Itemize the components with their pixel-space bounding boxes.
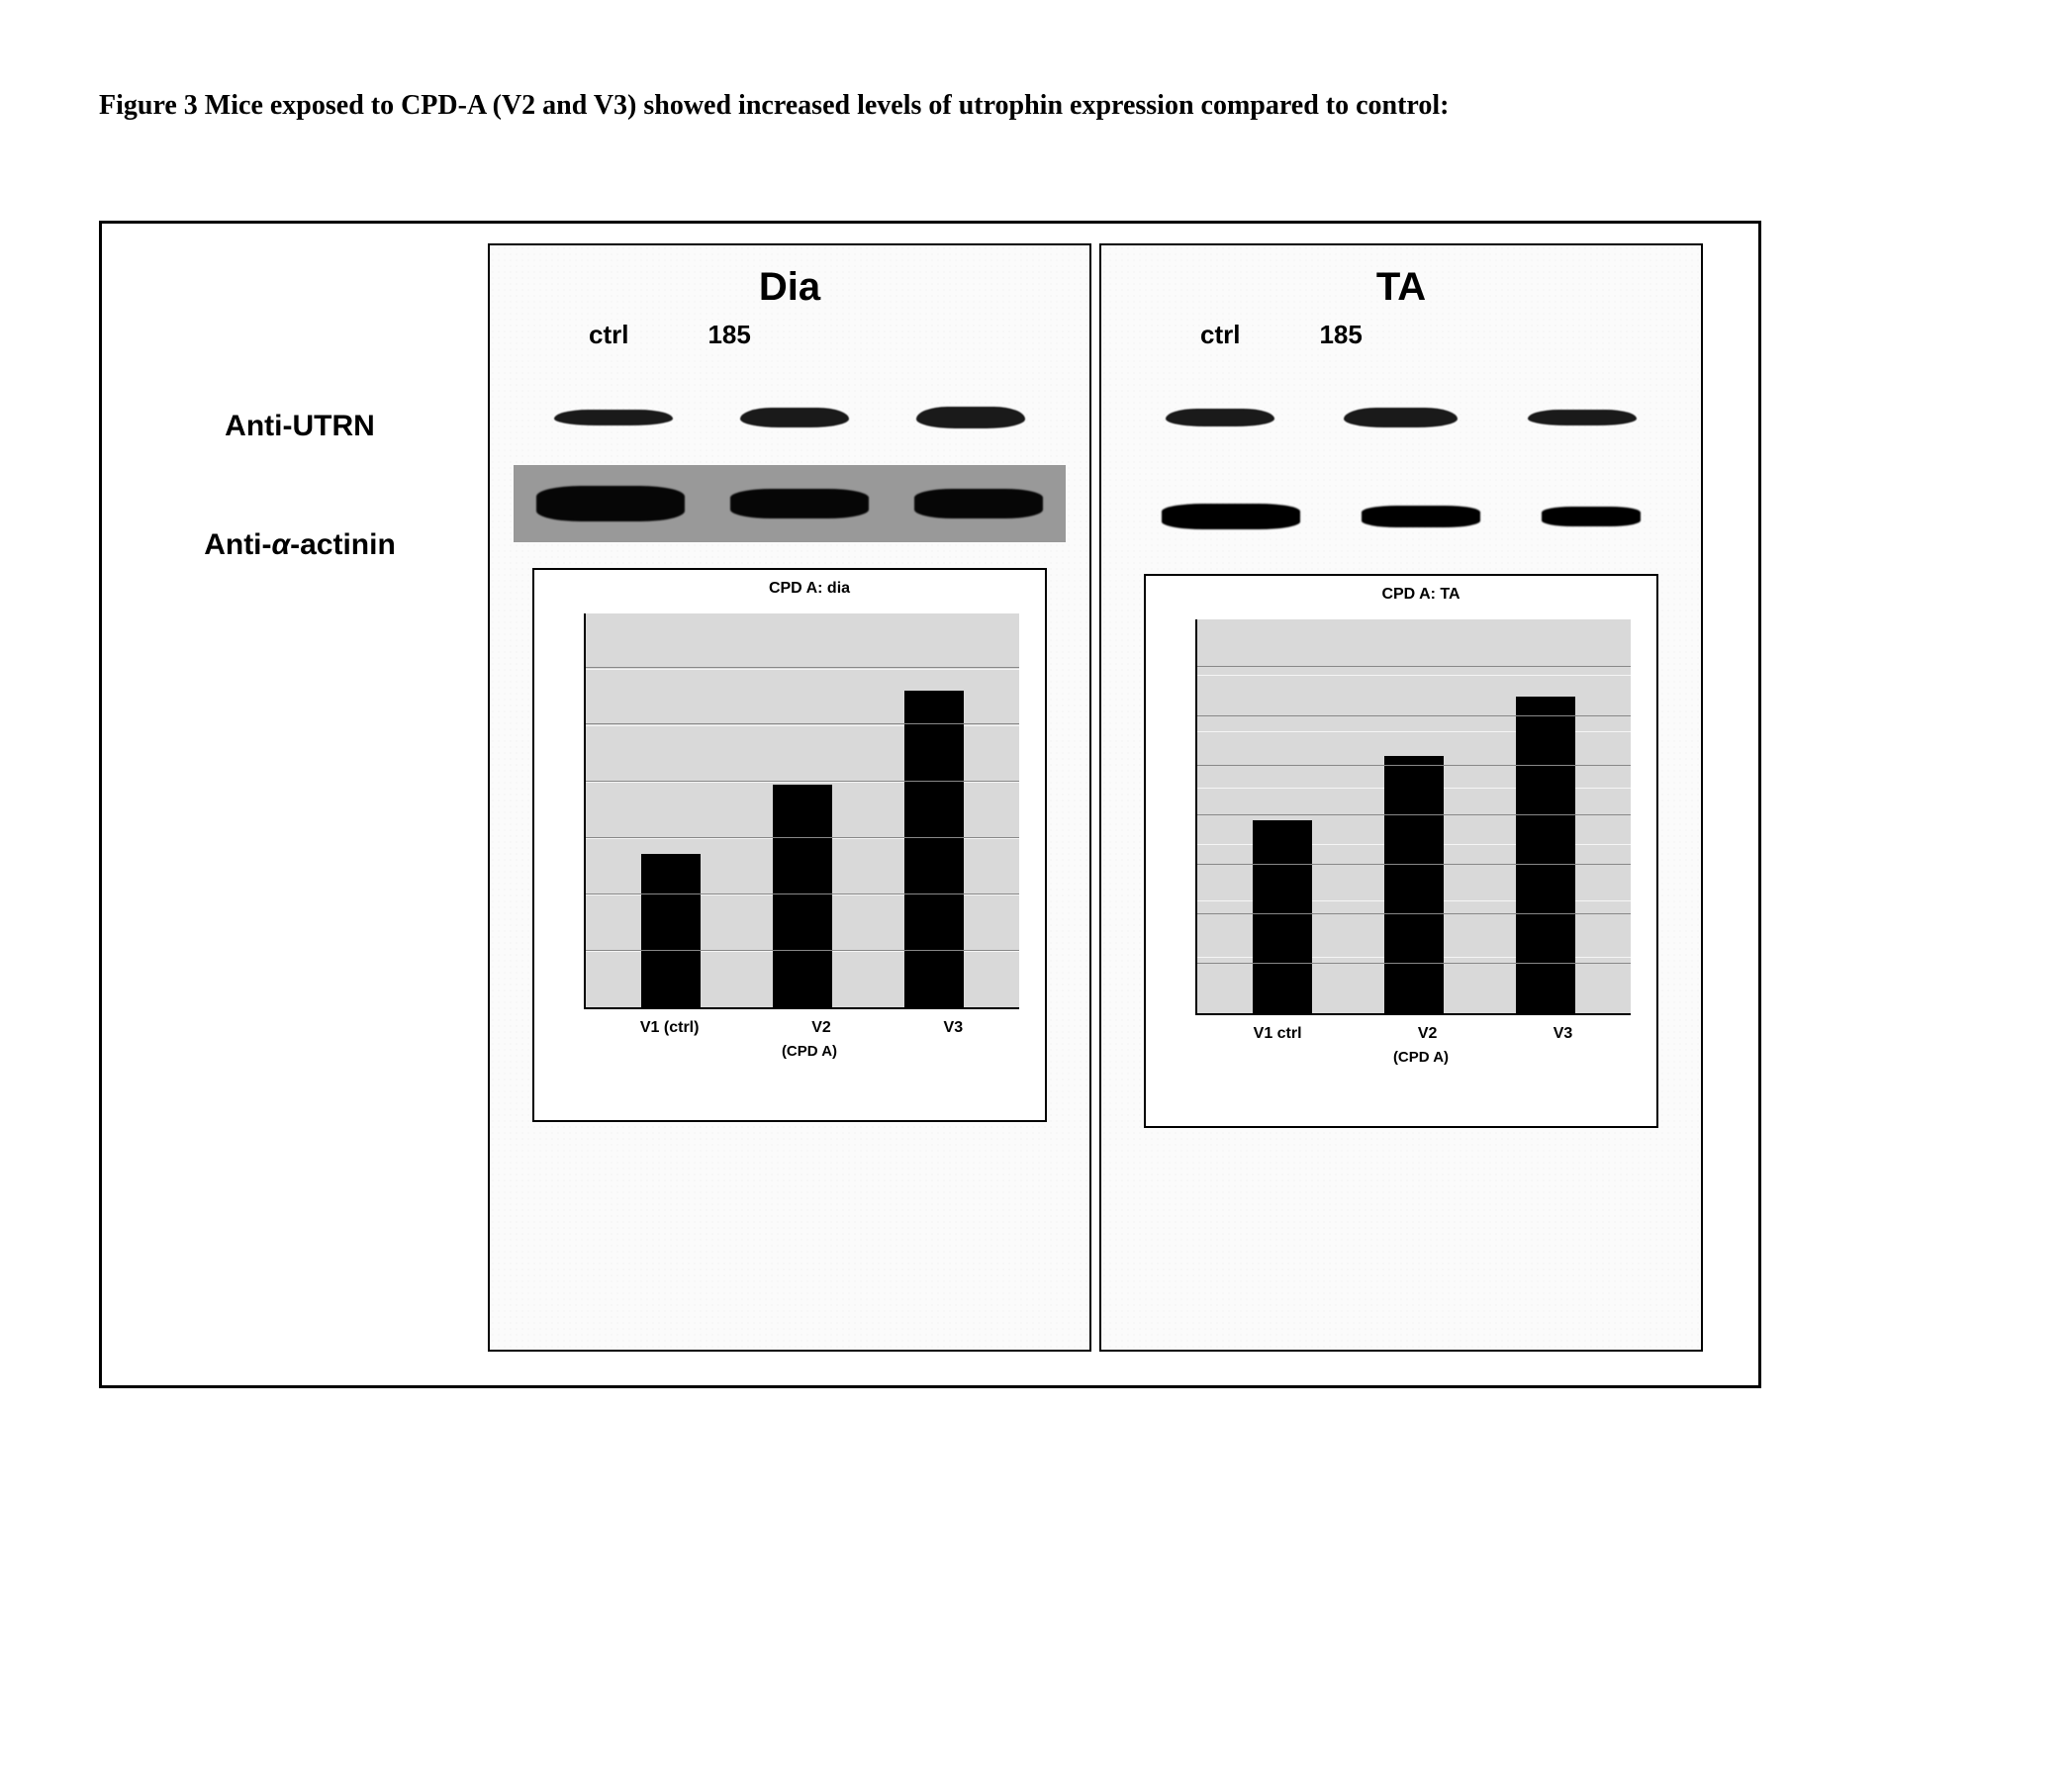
gridline [1197,913,1631,914]
blot-band [740,408,849,427]
antibody-labels-column: Anti-UTRN Anti-α-actinin [112,243,488,649]
blot-band [1344,408,1458,427]
lane-label: ctrl [1200,320,1240,350]
panel-title: Dia [759,265,820,310]
blot-band [1542,507,1641,526]
panel-dia: Diactrl185CPD A: diaNormalized densityV1… [488,243,1091,1352]
gridline [586,781,1019,782]
chart-box: CPD A: diaNormalized densityV1 (ctrl)V2V… [532,568,1047,1122]
gridline [1197,963,1631,964]
chart-xlabel: V3 [944,1019,964,1037]
actinin-alpha: α [272,528,291,561]
plot-area [1195,619,1631,1015]
lane-labels: ctrl 185 [1101,320,1701,350]
chart-bar [1253,820,1312,1013]
chart-xgroup-label: (CPD A) [584,1043,1035,1060]
gridline [1197,666,1631,667]
gridline [1197,814,1631,815]
chart-xlabel: V1 ctrl [1254,1025,1302,1043]
blot-band [1166,409,1274,426]
actinin-blot-row [514,465,1066,542]
chart-xlabels: V1 (ctrl) V2 V3 [584,1019,1019,1037]
panels-row: Diactrl185CPD A: diaNormalized densityV1… [488,243,1703,1352]
chart-xlabels: V1 ctrl V2 V3 [1195,1025,1631,1043]
gridline [586,723,1019,724]
blot-band [536,486,685,521]
gridline [586,667,1019,668]
chart-bar [773,785,832,1007]
gridline [1197,715,1631,716]
chart-bar [1516,697,1575,1013]
anti-actinin-label: Anti-α-actinin [112,530,488,649]
chart-box: CPD A: TANormalized densityV1 ctrlV2V3(C… [1144,574,1658,1128]
figure-frame: Anti-UTRN Anti-α-actinin Dia ctrl 185 CPD A… [99,221,1761,1388]
chart-xgroup-label: (CPD A) [1195,1049,1647,1066]
chart-xlabel: V2 [1418,1025,1438,1043]
figure-caption: Figure 3 Mice exposed to CPD-A (V2 and V… [99,79,1973,132]
anti-utrn-label: Anti-UTRN [112,412,488,530]
lane-label: 185 [1319,320,1362,350]
blot-band [1162,504,1300,529]
blot-band [554,410,673,425]
actinin-blot-row [1131,487,1670,546]
blot-band [730,489,869,518]
lane-label: 185 [707,320,750,350]
chart-xlabel: V1 (ctrl) [640,1019,700,1037]
chart-bar [904,691,964,1007]
actinin-prefix: Anti- [204,528,271,561]
gridline [1197,864,1631,865]
utrn-blot-row [1131,388,1670,447]
gridline [586,950,1019,951]
gridline [1197,765,1631,766]
lane-labels: ctrl 185 [490,320,1089,350]
chart-xlabel: V2 [811,1019,831,1037]
panel-title: TA [1376,265,1426,310]
chart-title: CPD A: TA [1195,586,1647,604]
lane-label: ctrl [589,320,628,350]
blot-band [916,407,1025,428]
plot-area [584,613,1019,1009]
actinin-suffix: -actinin [290,528,396,561]
panel-ta: TActrl185CPD A: TANormalized densityV1 c… [1099,243,1703,1352]
blot-band [1528,410,1637,425]
gridline [586,837,1019,838]
chart-bar [1384,756,1444,1013]
blot-band [914,489,1043,518]
chart-xlabel: V3 [1554,1025,1573,1043]
utrn-blot-row [519,388,1059,447]
chart-bar [641,854,701,1007]
chart-title: CPD A: dia [584,580,1035,598]
blot-band [1362,506,1480,527]
